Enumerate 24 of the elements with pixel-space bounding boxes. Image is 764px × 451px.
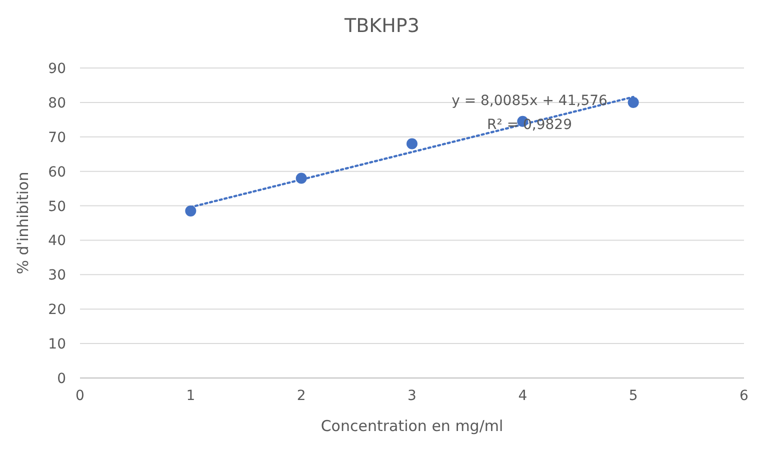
y-tick-label: 70 bbox=[48, 130, 66, 146]
x-tick-label: 5 bbox=[628, 388, 638, 404]
y-tick-label: 30 bbox=[48, 268, 66, 284]
x-tick-label: 6 bbox=[740, 388, 749, 404]
y-tick-label: 50 bbox=[48, 198, 66, 215]
y-tick-label: 0 bbox=[57, 371, 66, 387]
annotation: y = 8,0085x + 41,576 bbox=[452, 93, 608, 109]
y-tick-label: 60 bbox=[48, 164, 66, 180]
y-tick-label: 20 bbox=[48, 302, 66, 318]
x-tick-label: 2 bbox=[296, 388, 306, 404]
x-axis-title: Concentration en mg/ml bbox=[320, 417, 504, 435]
x-tick-label: 3 bbox=[408, 388, 416, 404]
y-tick-label: 90 bbox=[48, 61, 66, 77]
y-tick-label: 80 bbox=[48, 95, 66, 112]
x-tick-label: 0 bbox=[76, 388, 84, 404]
point bbox=[628, 96, 639, 108]
y-tick-label: 40 bbox=[48, 233, 66, 250]
point bbox=[185, 205, 196, 216]
y-axis-title: % d'inhibition bbox=[14, 172, 32, 274]
x-tick-label: 1 bbox=[186, 388, 196, 404]
y-tick-label: 10 bbox=[48, 336, 66, 353]
point bbox=[406, 138, 418, 150]
chart-title: TBKHP3 bbox=[344, 15, 420, 37]
x-tick-label: 4 bbox=[518, 388, 528, 404]
